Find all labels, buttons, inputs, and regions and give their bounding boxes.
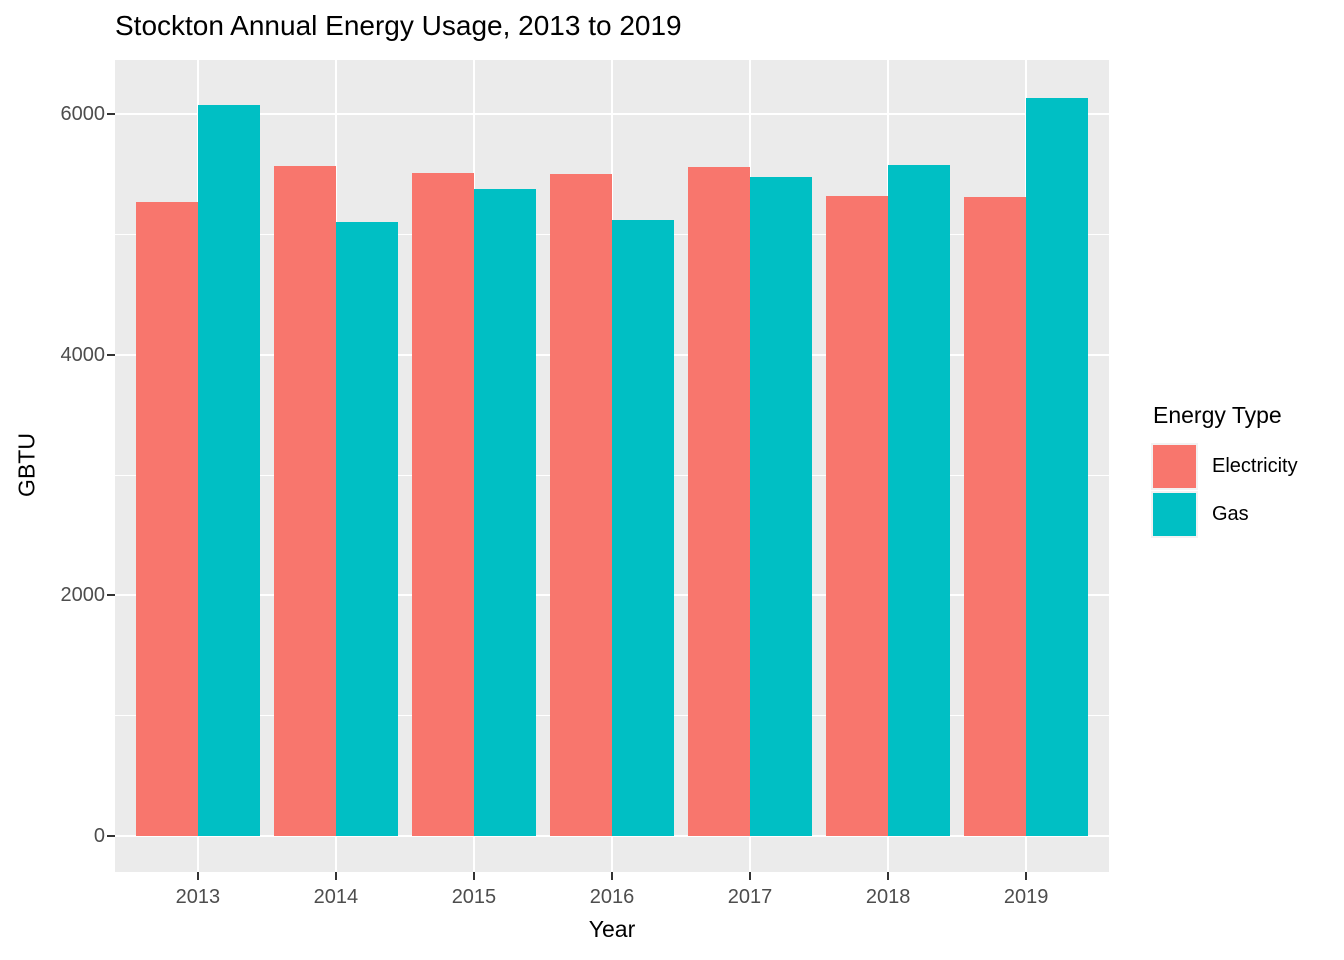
legend-label: Electricity [1212, 455, 1298, 477]
bar-gas-2016 [612, 219, 675, 836]
x-axis-title: Year [588, 916, 636, 942]
x-tick-mark [887, 872, 890, 880]
y-tick-label: 4000 [60, 343, 106, 366]
x-tick-mark [196, 872, 199, 880]
bar-gas-2015 [473, 188, 537, 836]
bar-gas-2019 [1026, 98, 1089, 836]
x-tick-mark [611, 872, 613, 880]
legend-item: Electricity [1151, 443, 1298, 490]
x-tick-label: 2016 [589, 886, 635, 908]
bar-gas-2014 [335, 222, 398, 836]
bar-electricity-2015 [411, 173, 474, 836]
legend-label: Gas [1212, 503, 1249, 525]
y-tick-label: 2000 [60, 584, 106, 607]
x-tick-label: 2019 [1003, 886, 1049, 908]
legend-swatch-electricity [1151, 443, 1198, 490]
y-tick-mark [107, 353, 115, 356]
bar-electricity-2014 [273, 165, 336, 836]
bar-electricity-2013 [135, 201, 198, 836]
x-tick-label: 2015 [451, 886, 497, 908]
x-tick-mark [1025, 872, 1028, 880]
y-tick-label: 0 [93, 824, 105, 847]
bar-gas-2013 [197, 104, 260, 836]
bar-electricity-2017 [687, 167, 751, 836]
y-tick-mark [107, 594, 115, 597]
chart-title: Stockton Annual Energy Usage, 2013 to 20… [115, 10, 682, 41]
x-tick-label: 2017 [727, 886, 773, 908]
x-tick-label: 2018 [865, 886, 911, 908]
bar-electricity-2016 [549, 174, 612, 836]
bar-gas-2017 [750, 176, 813, 836]
y-axis-title: GBTU [13, 433, 40, 497]
x-tick-label: 2014 [313, 886, 359, 908]
plot-panel [115, 60, 1109, 872]
x-tick-mark [334, 872, 337, 880]
legend-swatch-gas [1151, 491, 1198, 538]
legend-item: Gas [1151, 491, 1298, 538]
bar-electricity-2019 [964, 197, 1027, 836]
y-tick-mark [107, 834, 115, 837]
legend-title: Energy Type [1153, 402, 1282, 428]
x-tick-mark [749, 872, 752, 880]
y-tick-mark [107, 113, 115, 116]
legend: Energy Type Electricity Gas [1151, 402, 1298, 541]
y-tick-label: 6000 [60, 103, 106, 126]
legend-items: Electricity Gas [1151, 443, 1298, 538]
bar-gas-2018 [888, 164, 951, 836]
x-tick-label: 2013 [175, 886, 221, 908]
x-tick-mark [472, 872, 475, 880]
bar-electricity-2018 [825, 195, 889, 836]
